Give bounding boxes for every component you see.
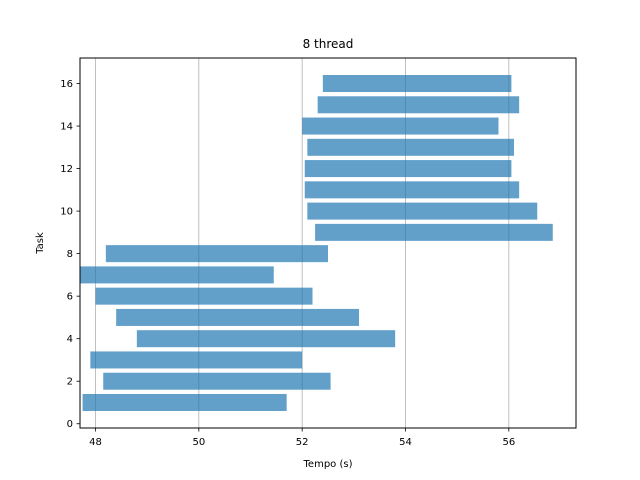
task-bar — [95, 287, 313, 305]
task-bar — [136, 330, 396, 348]
y-tick-label: 16 — [60, 79, 73, 90]
x-tick-label: 50 — [192, 437, 205, 448]
x-tick-label: 48 — [89, 437, 102, 448]
task-bar — [103, 372, 331, 390]
task-bar — [82, 393, 287, 411]
x-axis-ticks: 48 50 52 54 56 — [89, 428, 515, 448]
y-tick-label: 14 — [60, 122, 73, 133]
y-tick-label: 10 — [60, 207, 73, 218]
y-axis-ticks: 0 2 4 6 8 10 12 14 16 — [60, 79, 80, 430]
x-axis-title: Tempo (s) — [303, 459, 353, 470]
y-tick-label: 6 — [67, 292, 73, 303]
task-bars — [80, 75, 553, 411]
task-bar — [322, 75, 512, 93]
task-bar — [80, 266, 274, 284]
task-bar — [304, 160, 512, 178]
y-tick-label: 4 — [67, 334, 73, 345]
task-bar — [90, 351, 303, 369]
task-bar — [307, 202, 538, 220]
x-tick-label: 52 — [296, 437, 309, 448]
grid-lines — [95, 58, 510, 428]
task-bar — [315, 223, 553, 241]
y-axis-title: Task — [35, 232, 46, 255]
x-tick-label: 56 — [502, 437, 515, 448]
y-tick-label: 0 — [67, 419, 73, 430]
plot-frame — [79, 57, 577, 429]
task-bar — [317, 96, 520, 114]
y-tick-label: 2 — [67, 377, 73, 388]
y-tick-label: 12 — [60, 164, 73, 175]
task-bar — [307, 138, 514, 156]
task-bar — [116, 308, 360, 326]
task-bar — [105, 245, 328, 263]
task-bar — [304, 181, 520, 199]
x-tick-label: 54 — [399, 437, 412, 448]
y-tick-label: 8 — [67, 249, 73, 260]
task-bar — [302, 117, 499, 135]
chart-title: 8 thread — [303, 37, 354, 51]
